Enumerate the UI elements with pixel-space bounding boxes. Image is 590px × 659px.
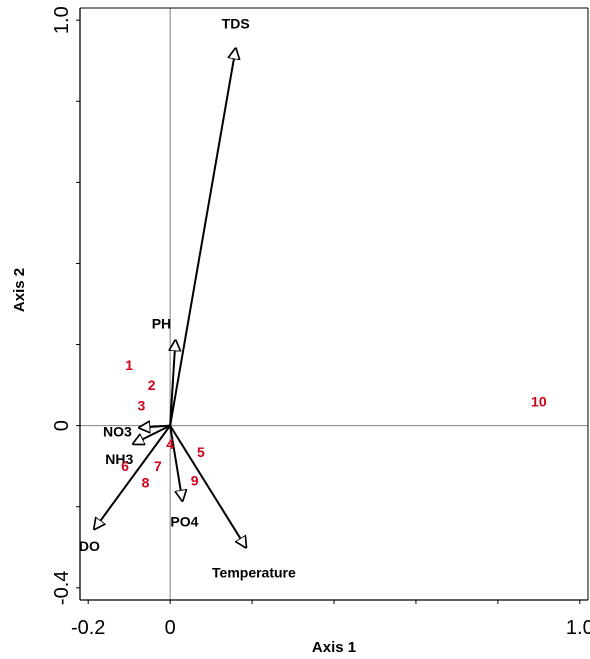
site-label: 9 [191,472,199,488]
vector-po4 [169,425,182,501]
vector-label-temperature: Temperature [212,564,296,580]
vector-label-nh3: NH3 [105,451,133,467]
vector-label-ph: PH [152,315,171,331]
vector-temperature [169,425,246,548]
site-label: 4 [166,436,174,452]
x-tick-label: 0 [165,617,176,639]
site-label: 6 [121,458,129,474]
y-tick-label: -0.4 [51,571,73,605]
vector-do [94,425,171,529]
vector-tds [169,49,236,426]
x-axis-title: Axis 1 [312,639,356,656]
x-tick-label: 1.0 [566,617,590,639]
site-label: 1 [125,357,133,373]
site-label: 2 [148,377,156,393]
vector-label-tds: TDS [222,16,250,32]
site-label: 10 [531,393,547,409]
y-axis-title: Axis 2 [11,268,28,312]
vector-label-po4: PO4 [170,514,198,530]
vector-label-no3: NO3 [103,424,132,440]
vector-ph [170,340,175,426]
site-label: 3 [138,397,146,413]
site-label: 7 [154,458,162,474]
vector-label-do: DO [79,538,100,554]
site-label: 5 [197,444,205,460]
vector-nh3 [133,424,171,444]
x-tick-label: -0.2 [71,617,105,639]
vector-no3 [139,426,171,428]
site-label: 8 [142,474,150,490]
y-tick-label: 0 [51,420,73,431]
y-tick-label: 1.0 [51,6,73,34]
